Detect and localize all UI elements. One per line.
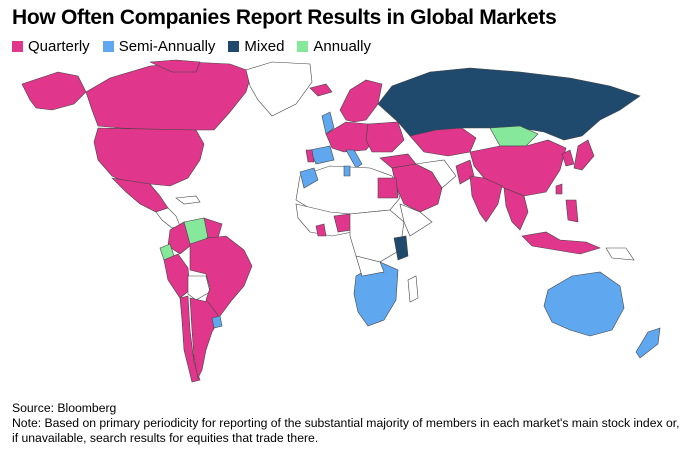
map-title: How Often Companies Report Results in Gl… <box>12 6 557 29</box>
region-philippines[interactable] <box>565 199 579 223</box>
region-madagascar[interactable] <box>407 275 419 303</box>
source-text: Source: Bloomberg <box>12 401 117 415</box>
region-taiwan[interactable] <box>555 183 563 195</box>
region-pakistan[interactable] <box>455 159 475 185</box>
region-bolivia[interactable] <box>187 275 211 301</box>
legend-item-semi-annually: Semi-Annually <box>102 38 216 55</box>
footer: Source: Bloomberg Note: Based on primary… <box>12 401 688 446</box>
region-new-zealand[interactable] <box>635 327 661 359</box>
region-ivory-coast[interactable] <box>315 223 327 237</box>
region-kenya[interactable] <box>393 235 409 261</box>
region-portugal[interactable] <box>305 149 315 163</box>
region-eastern-europe[interactable] <box>365 121 405 153</box>
region-iberia[interactable] <box>309 145 335 165</box>
world-map <box>0 58 695 398</box>
note-text: Note: Based on primary periodicity for r… <box>12 416 680 445</box>
region-central-africa[interactable] <box>349 209 405 263</box>
legend-item-annually: Annually <box>297 38 371 55</box>
region-china[interactable] <box>469 139 567 197</box>
region-east-africa[interactable] <box>399 203 433 237</box>
legend-item-quarterly: Quarterly <box>12 38 90 55</box>
region-greenland[interactable] <box>245 61 313 117</box>
region-egypt[interactable] <box>377 177 399 199</box>
legend-swatch-semi-annually <box>102 41 114 52</box>
region-alaska[interactable] <box>21 71 87 111</box>
legend-item-mixed: Mixed <box>228 38 284 55</box>
region-indonesia[interactable] <box>521 231 601 255</box>
region-korea[interactable] <box>561 149 575 167</box>
region-brazil[interactable] <box>189 235 253 319</box>
legend-swatch-quarterly <box>12 41 23 52</box>
region-chile[interactable] <box>179 295 201 383</box>
region-canada-arctic-islands[interactable] <box>149 59 201 73</box>
legend-label-mixed: Mixed <box>244 38 285 55</box>
legend-swatch-mixed <box>228 41 240 52</box>
region-scandinavia[interactable] <box>339 79 383 123</box>
region-uk[interactable] <box>321 111 335 135</box>
region-cuba[interactable] <box>175 195 201 205</box>
legend-label-semi-annually: Semi-Annually <box>118 38 216 55</box>
legend-label-quarterly: Quarterly <box>28 38 90 55</box>
region-papua-new-guinea[interactable] <box>605 247 635 261</box>
region-iran[interactable] <box>415 159 457 189</box>
region-uruguay[interactable] <box>211 315 223 329</box>
region-india[interactable] <box>469 175 503 223</box>
region-iceland[interactable] <box>309 83 333 97</box>
region-canada[interactable] <box>85 61 253 137</box>
region-southeast-asia[interactable] <box>503 187 529 231</box>
legend-label-annually: Annually <box>313 38 371 55</box>
world-map-svg <box>21 59 661 383</box>
region-mongolia[interactable] <box>489 125 539 147</box>
legend-swatch-annually <box>297 41 309 52</box>
region-japan[interactable] <box>573 139 595 171</box>
region-australia[interactable] <box>543 271 625 337</box>
region-morocco[interactable] <box>299 167 319 189</box>
region-italy[interactable] <box>345 149 363 169</box>
region-peru[interactable] <box>163 253 191 299</box>
region-united-states[interactable] <box>93 127 205 187</box>
region-central-america[interactable] <box>155 207 181 229</box>
legend: Quarterly Semi-Annually Mixed Annually <box>12 38 384 55</box>
region-southern-africa[interactable] <box>353 261 399 327</box>
region-tunisia[interactable] <box>343 165 351 177</box>
region-zambia-zimbabwe[interactable] <box>355 255 385 277</box>
region-kazakhstan[interactable] <box>409 127 477 157</box>
